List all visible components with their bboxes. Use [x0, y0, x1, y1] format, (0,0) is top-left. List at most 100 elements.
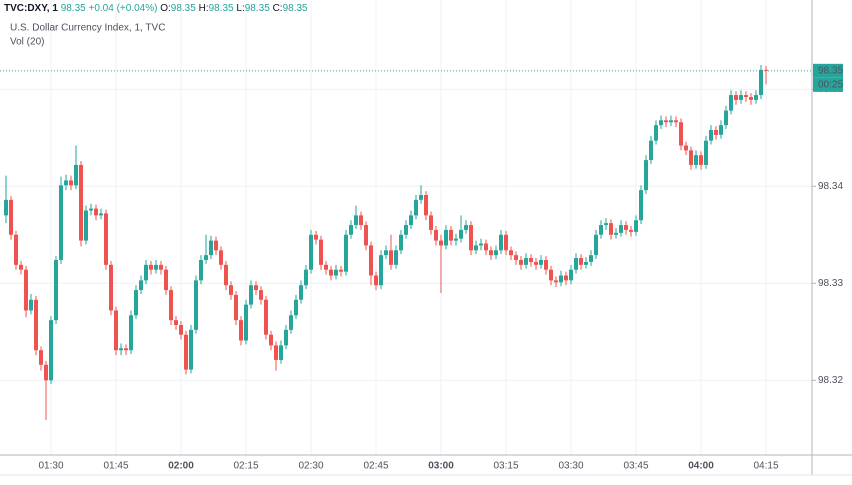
candle-body: [279, 345, 283, 360]
candle-body: [674, 120, 678, 123]
candle-body: [354, 215, 358, 226]
candle-body: [319, 239, 323, 265]
candle-body: [479, 243, 483, 246]
candle-body: [34, 299, 38, 351]
candle-body: [99, 213, 103, 216]
candle-body: [344, 234, 348, 272]
candle-body: [334, 269, 338, 276]
x-tick-label: 04:00: [688, 461, 714, 472]
candle-body: [709, 130, 713, 141]
y-tick-label: 98.33: [818, 278, 843, 289]
candle-body: [64, 180, 68, 186]
candle-body: [579, 258, 583, 265]
candle-body: [474, 245, 478, 251]
x-tick-label: 04:15: [753, 461, 778, 472]
candle-body: [739, 95, 743, 100]
candle-body: [94, 208, 98, 216]
candle-body: [759, 69, 763, 96]
candle-body: [499, 234, 503, 251]
candle-body: [124, 348, 128, 351]
candle-body: [399, 234, 403, 251]
candle-body: [259, 290, 263, 300]
candle-body: [214, 240, 218, 251]
candle-body: [19, 264, 23, 270]
candle-body: [749, 97, 753, 100]
candle-body: [109, 264, 113, 311]
candle-body: [324, 264, 328, 270]
candle-body: [679, 122, 683, 146]
candle-body: [699, 155, 703, 165]
x-tick-label: 02:15: [233, 461, 258, 472]
candle-body: [14, 234, 18, 265]
candle-body: [199, 260, 203, 281]
x-tick-label: 03:00: [428, 461, 454, 472]
candle-body: [309, 234, 313, 270]
candle-body: [304, 269, 308, 286]
close-label: C:: [273, 3, 283, 14]
candle-body: [724, 110, 728, 126]
high-label: H:: [199, 3, 209, 14]
candle-body: [134, 290, 138, 316]
candle-body: [164, 269, 168, 291]
candle-body: [149, 264, 153, 270]
candle-body: [714, 130, 718, 135]
open-label: O:: [160, 3, 171, 14]
x-tick-label: 03:30: [558, 461, 583, 472]
candle-body: [204, 255, 208, 260]
candle-body: [119, 348, 123, 351]
candle-body: [484, 243, 488, 251]
candle-body: [569, 269, 573, 281]
candle-body: [234, 294, 238, 321]
candle-body: [139, 280, 143, 291]
high-value: 98.35: [209, 3, 234, 14]
candle-body: [459, 229, 463, 239]
candle-body: [339, 269, 343, 272]
candle-body: [559, 275, 563, 283]
candle-body: [394, 250, 398, 265]
candle-body: [754, 95, 758, 100]
candle-body: [429, 215, 433, 230]
candle-body: [284, 329, 288, 346]
candle-body: [494, 250, 498, 256]
candle-body: [189, 329, 193, 370]
candle-body: [424, 195, 428, 216]
low-value: 98.35: [245, 3, 270, 14]
candle-body: [734, 95, 738, 100]
candle-body: [174, 320, 178, 325]
indicator-label: Vol (20): [10, 37, 44, 48]
candle-body: [104, 213, 108, 265]
x-tick-label: 02:45: [363, 461, 388, 472]
candle-body: [159, 264, 163, 270]
candle-body: [359, 215, 363, 226]
candle-body: [209, 240, 213, 256]
candle-body: [154, 264, 158, 270]
candle-body: [599, 225, 603, 235]
candle-body: [609, 223, 613, 235]
candle-body: [509, 250, 513, 256]
candle-body: [744, 95, 748, 98]
candle-body: [44, 364, 48, 381]
candle-body: [194, 280, 198, 330]
x-tick-label: 03:45: [623, 461, 648, 472]
candle-body: [249, 285, 253, 305]
candle-body: [654, 125, 658, 141]
candle-body: [114, 310, 118, 351]
price-tag-bg: [813, 63, 843, 78]
candle-body: [624, 225, 628, 230]
candle-body: [89, 208, 93, 211]
price-tag: 98.35: [818, 65, 843, 76]
x-tick-label: 03:15: [493, 461, 518, 472]
candle-body: [619, 225, 623, 233]
change: +0.04 (+0.04%): [89, 3, 158, 14]
x-tick-label: 02:30: [298, 461, 323, 472]
x-tick-label: 01:30: [38, 461, 63, 472]
candle-body: [289, 315, 293, 330]
candle-body: [59, 185, 63, 260]
candle-body: [4, 199, 8, 216]
candle-body: [534, 261, 538, 265]
candle-body: [369, 245, 373, 276]
x-tick-label: 01:45: [103, 461, 128, 472]
y-tick-label: 98.32: [818, 375, 843, 386]
